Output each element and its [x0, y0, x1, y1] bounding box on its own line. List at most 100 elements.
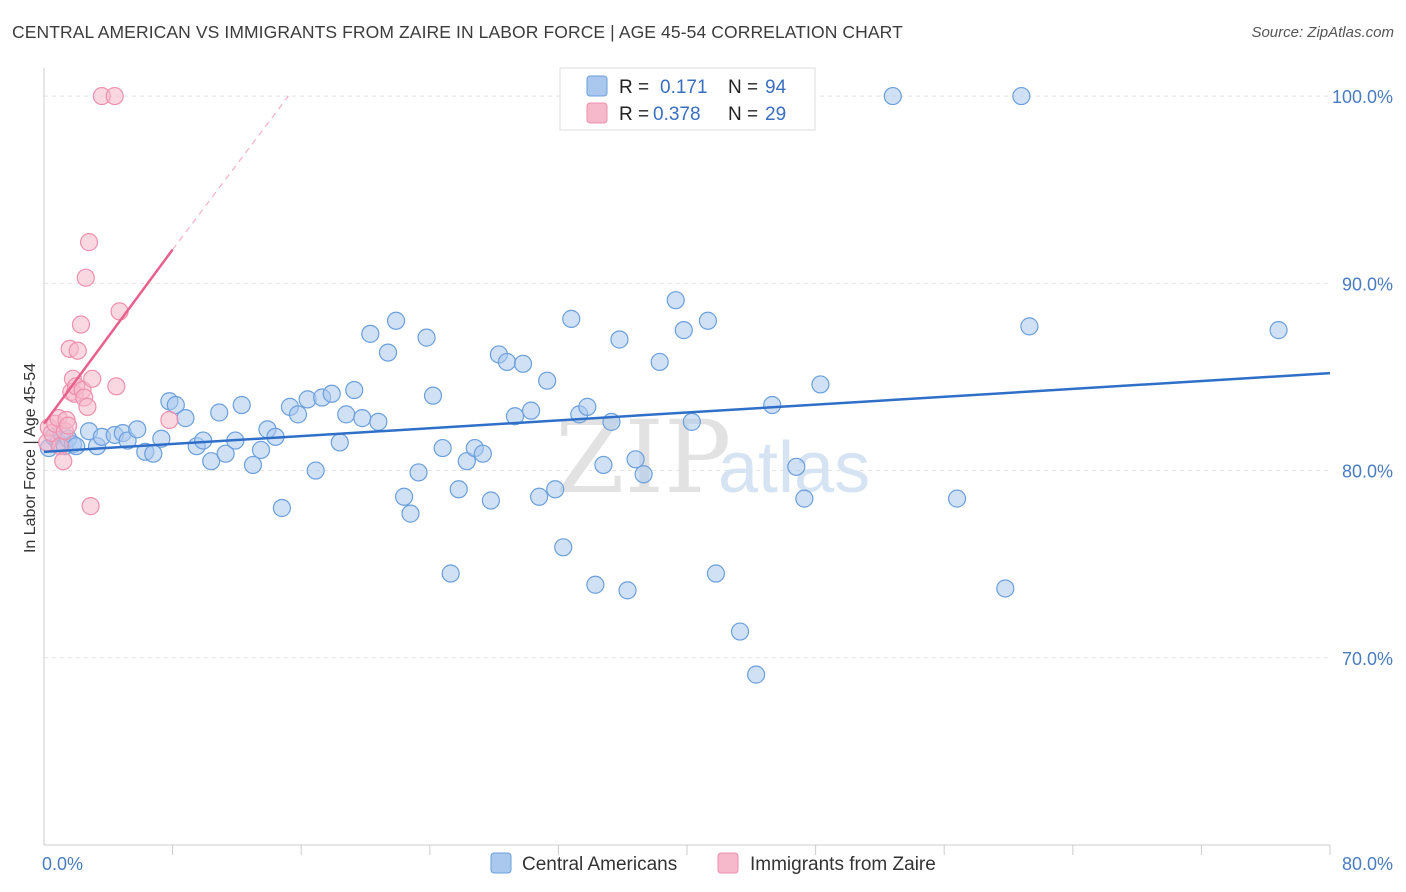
bottom-legend-pink-swatch	[717, 852, 739, 874]
blue-point-43	[361, 324, 380, 343]
blue-point-87	[763, 395, 782, 415]
blue-point-72	[594, 455, 613, 475]
blue-point-51	[423, 386, 443, 405]
trend-lines	[42, 95, 1331, 454]
x-tick-labels: 0.0% 80.0%	[42, 854, 1393, 874]
blue-point-68	[562, 309, 581, 328]
blue-point-86	[747, 665, 766, 684]
blue-point-96	[1269, 321, 1288, 340]
blue-point-52	[433, 438, 452, 458]
blue-point-85	[730, 622, 750, 641]
y-tick-label-2: 90.0%	[1342, 274, 1393, 294]
blue-point-89	[795, 489, 814, 508]
y-axis-label: In Labor Force | Age 45-54	[22, 363, 39, 553]
blue-point-17	[152, 429, 171, 448]
legend-pink-r-label: R =	[619, 104, 649, 125]
blue-point-42	[353, 409, 372, 428]
bottom-legend-pink-label: Immigrants from Zaire	[750, 854, 936, 875]
pink-point-9	[59, 416, 78, 435]
y-tick-labels: 70.0% 80.0% 90.0% 100.0%	[1332, 87, 1393, 669]
blue-point-88	[787, 457, 806, 476]
blue-point-57	[473, 444, 492, 463]
blue-point-29	[251, 440, 271, 460]
x-tick-label-1: 80.0%	[1342, 854, 1393, 874]
blue-point-53	[441, 564, 460, 583]
blue-point-54	[449, 480, 468, 499]
blue-point-23	[202, 452, 221, 471]
blue-point-16	[144, 444, 163, 463]
blue-point-46	[386, 311, 406, 330]
pink-point-24	[107, 377, 126, 396]
pink-point-6	[54, 452, 73, 471]
blue-point-74	[610, 330, 629, 349]
y-tick-label-0: 70.0%	[1342, 649, 1393, 669]
blue-point-40	[337, 405, 356, 424]
pink-point-28	[160, 410, 179, 430]
source-label: Source: ZipAtlas.com	[1251, 24, 1394, 41]
blue-point-24	[210, 403, 229, 422]
blue-point-66	[546, 480, 565, 499]
legend-pink-swatch	[586, 102, 608, 124]
x-tick-label-0: 0.0%	[42, 854, 83, 874]
blue-point-77	[634, 465, 653, 484]
legend-pink-n-value: 29	[765, 104, 786, 125]
blue-point-67	[554, 538, 573, 557]
chart-title: CENTRAL AMERICAN VS IMMIGRANTS FROM ZAIR…	[12, 22, 903, 42]
blue-point-81	[682, 412, 701, 431]
legend-blue-n-value: 94	[765, 77, 787, 98]
pink-point-22	[81, 497, 100, 516]
pink-point-27	[105, 86, 124, 106]
blue-trend-line	[43, 371, 1331, 454]
blue-point-20	[176, 409, 195, 428]
blue-point-76	[626, 450, 645, 469]
blue-point-48	[401, 504, 420, 523]
blue-point-94	[1012, 86, 1031, 106]
blue-point-45	[378, 343, 398, 362]
blue-point-78	[650, 352, 669, 372]
stats-legend: R = 0.171 N = 94 R = 0.378 N = 29	[559, 67, 816, 131]
blue-point-55	[457, 452, 476, 471]
blue-point-63	[521, 401, 541, 420]
blue-point-90	[811, 375, 830, 394]
pink-point-23	[83, 369, 102, 388]
blue-point-39	[330, 433, 349, 452]
blue-point-71	[586, 575, 605, 594]
blue-point-83	[706, 564, 726, 583]
blue-point-27	[232, 395, 251, 415]
legend-pink-r-value: 0.378	[653, 104, 701, 125]
blue-point-36	[306, 461, 325, 480]
blue-point-64	[530, 487, 549, 506]
blue-point-79	[666, 291, 685, 310]
blue-point-61	[505, 407, 525, 426]
legend-blue-n-label: N =	[728, 77, 758, 98]
blue-point-62	[513, 354, 533, 373]
blue-point-7	[67, 437, 86, 456]
blue-point-80	[674, 321, 693, 340]
legend-blue-r-label: R =	[619, 77, 649, 98]
axes	[43, 68, 1331, 855]
blue-point-41	[345, 380, 364, 400]
legend-blue-r-value: 0.171	[660, 77, 708, 98]
blue-point-75	[618, 581, 637, 600]
blue-point-58	[481, 491, 500, 510]
pink-point-19	[76, 268, 95, 287]
blue-point-70	[578, 397, 597, 416]
blue-point-32	[272, 498, 292, 518]
y-tick-label-3: 100.0%	[1332, 87, 1393, 107]
pink-point-16	[71, 315, 91, 334]
blue-point-38	[322, 384, 341, 403]
bottom-legend-blue-swatch	[490, 852, 512, 874]
blue-point-60	[497, 352, 517, 372]
blue-point-47	[394, 487, 414, 506]
bottom-legend-blue-label: Central Americans	[522, 854, 677, 875]
blue-point-49	[409, 463, 428, 482]
blue-point-28	[243, 455, 263, 475]
blue-point-91	[883, 86, 902, 106]
pink-point-20	[78, 397, 97, 416]
blue-point-50	[417, 328, 436, 347]
y-tick-label-1: 80.0%	[1342, 462, 1393, 482]
series-legend: Central Americans Immigrants from Zaire	[490, 852, 936, 875]
blue-point-19	[166, 395, 185, 415]
blue-point-93	[996, 579, 1015, 598]
